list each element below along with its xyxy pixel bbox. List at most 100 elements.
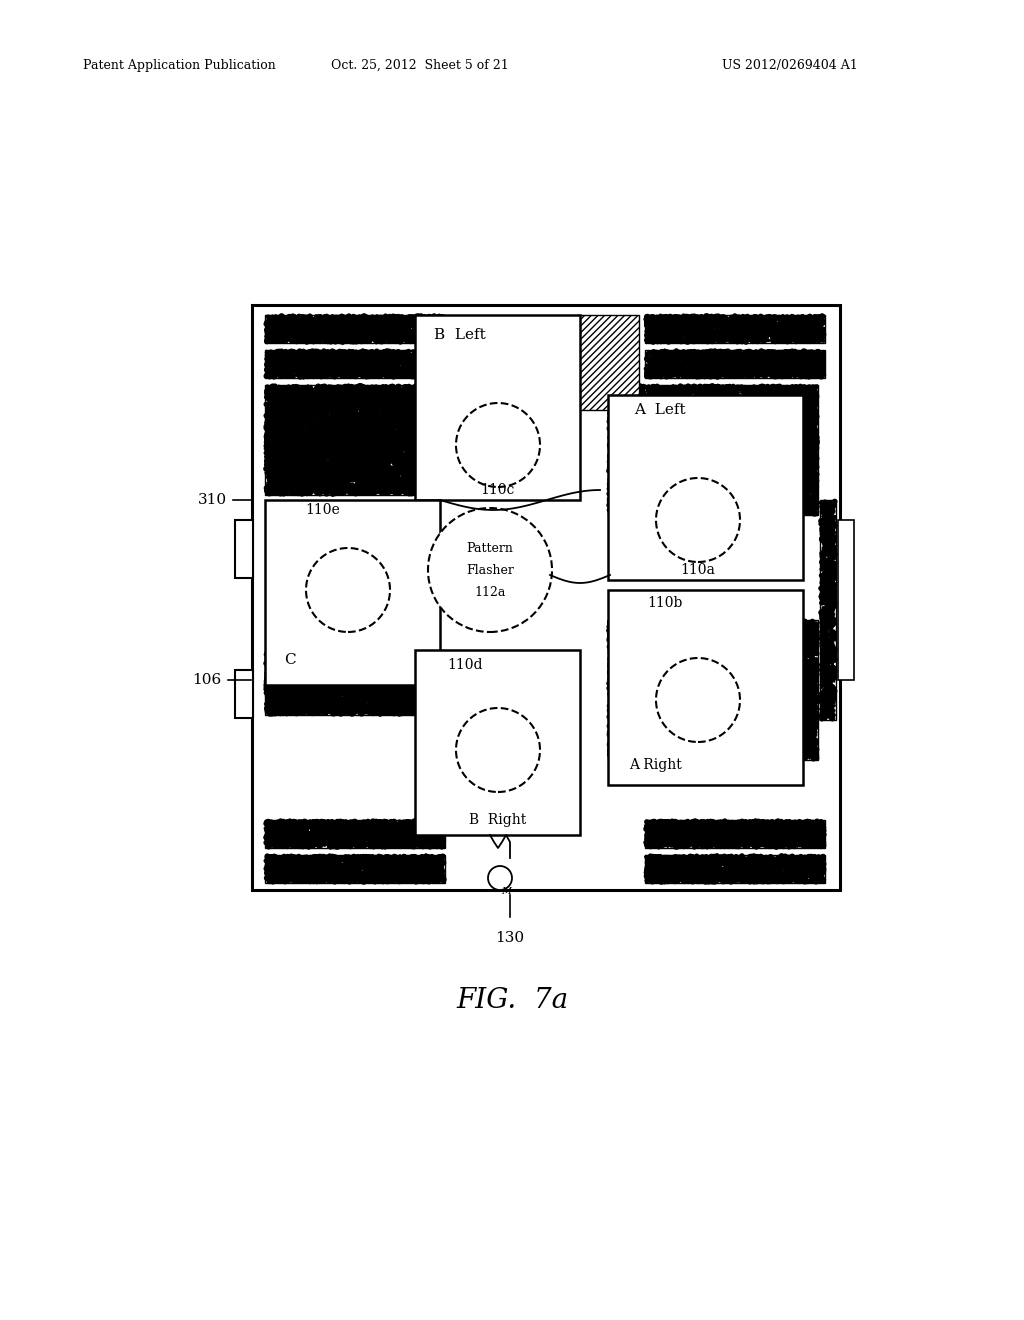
Point — [380, 859, 396, 880]
Point — [649, 829, 666, 850]
Point — [720, 355, 736, 376]
Point — [433, 438, 450, 459]
Point — [688, 652, 705, 673]
Point — [315, 442, 332, 463]
Point — [321, 433, 337, 454]
Point — [259, 643, 275, 664]
Point — [797, 376, 813, 397]
Point — [342, 642, 358, 663]
Point — [413, 698, 429, 719]
Point — [351, 417, 368, 438]
Point — [291, 824, 307, 845]
Point — [737, 407, 754, 428]
Point — [730, 618, 746, 639]
Point — [632, 401, 648, 422]
Point — [284, 426, 300, 447]
Point — [770, 417, 786, 438]
Point — [783, 615, 800, 636]
Point — [630, 704, 646, 725]
Point — [823, 665, 840, 686]
Point — [349, 345, 366, 366]
Point — [602, 713, 618, 734]
Point — [268, 850, 285, 871]
Point — [385, 465, 401, 486]
Point — [645, 678, 662, 700]
Point — [308, 657, 325, 678]
Point — [713, 428, 729, 449]
Point — [797, 480, 813, 502]
Point — [646, 488, 663, 510]
Point — [663, 363, 679, 384]
Point — [607, 647, 624, 668]
Point — [705, 343, 721, 364]
Point — [818, 664, 835, 685]
Point — [683, 341, 699, 362]
Point — [743, 355, 760, 376]
Point — [639, 635, 655, 656]
Point — [674, 682, 690, 704]
Point — [621, 396, 637, 417]
Point — [765, 667, 781, 688]
Point — [372, 352, 388, 374]
Point — [752, 697, 768, 718]
Point — [760, 686, 776, 708]
Point — [782, 358, 799, 379]
Point — [434, 672, 451, 693]
Point — [322, 832, 338, 853]
Point — [399, 411, 416, 432]
Point — [380, 855, 396, 876]
Point — [719, 490, 735, 511]
Point — [807, 350, 823, 371]
Point — [732, 478, 749, 499]
Point — [387, 828, 403, 849]
Point — [384, 694, 400, 715]
Point — [402, 854, 419, 875]
Point — [388, 463, 404, 484]
Point — [803, 488, 819, 510]
Point — [794, 458, 810, 479]
Point — [655, 347, 672, 368]
Point — [759, 656, 775, 677]
Point — [424, 430, 440, 451]
Point — [326, 395, 342, 416]
Point — [352, 869, 369, 890]
Point — [624, 491, 640, 512]
Point — [428, 817, 444, 838]
Point — [687, 647, 703, 668]
Point — [429, 345, 445, 366]
Point — [642, 345, 658, 366]
Point — [287, 401, 303, 422]
Point — [266, 647, 283, 668]
Point — [423, 447, 439, 469]
Point — [366, 396, 382, 417]
Point — [740, 744, 757, 766]
Point — [639, 818, 655, 840]
Point — [369, 693, 385, 714]
Point — [392, 393, 409, 414]
Point — [265, 354, 282, 375]
Point — [734, 397, 751, 418]
Point — [427, 836, 443, 857]
Point — [284, 330, 300, 351]
Point — [773, 644, 790, 665]
Point — [328, 859, 344, 880]
Point — [373, 364, 389, 385]
Point — [381, 366, 397, 387]
Point — [692, 816, 709, 837]
Point — [382, 434, 398, 455]
Point — [689, 631, 706, 652]
Point — [684, 389, 700, 411]
Point — [290, 461, 306, 482]
Point — [281, 857, 297, 878]
Point — [362, 671, 379, 692]
Point — [699, 404, 716, 425]
Point — [336, 360, 352, 381]
Point — [652, 862, 669, 883]
Point — [373, 482, 389, 503]
Point — [639, 620, 655, 642]
Point — [365, 404, 381, 425]
Point — [814, 866, 830, 887]
Point — [357, 653, 374, 675]
Point — [278, 310, 294, 331]
Point — [624, 393, 640, 414]
